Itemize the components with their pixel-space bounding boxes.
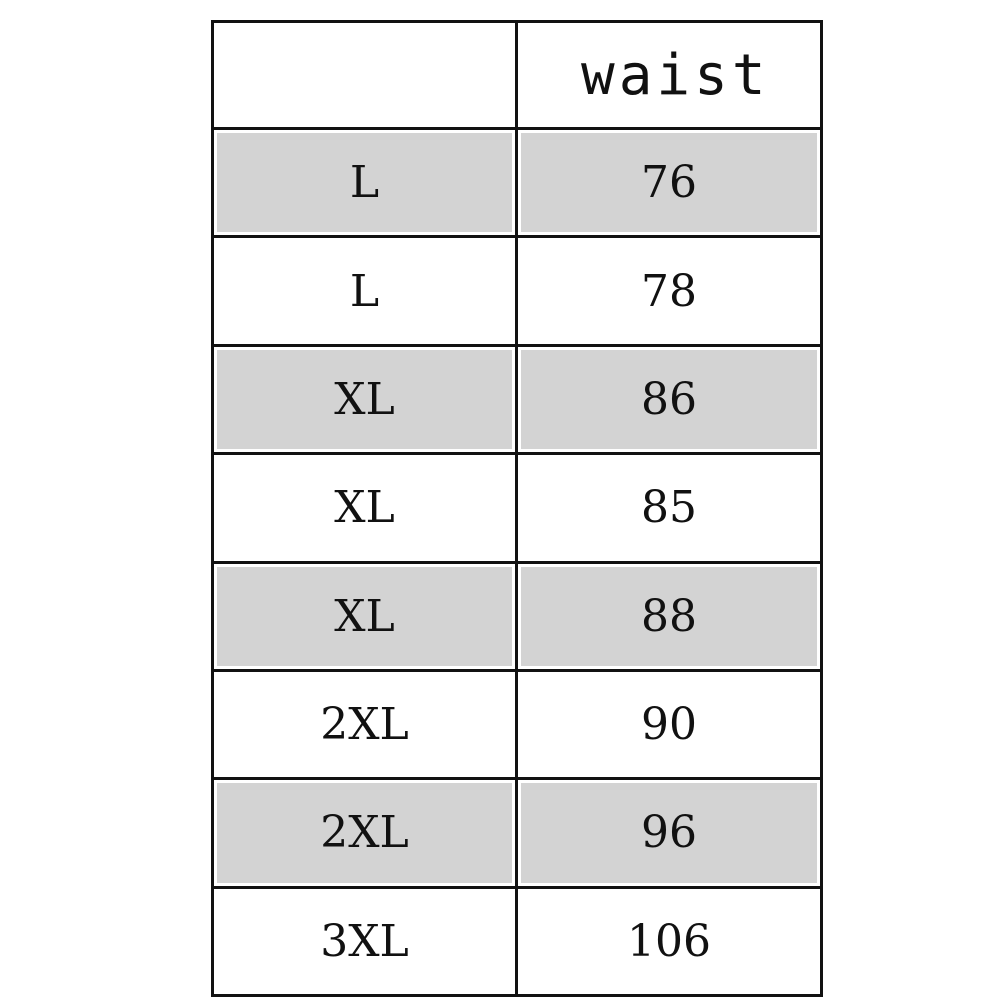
waist-value: 88 bbox=[521, 566, 817, 666]
waist-cell: 86 bbox=[515, 343, 823, 456]
waist-cell: 76 bbox=[515, 126, 823, 239]
size-value: XL bbox=[217, 349, 512, 450]
header-cell-waist: waist bbox=[515, 20, 823, 130]
table-row: 2XL 96 bbox=[211, 777, 823, 889]
header-row: waist bbox=[211, 20, 823, 130]
size-value: L bbox=[217, 133, 512, 233]
waist-cell: 90 bbox=[515, 668, 823, 781]
size-cell: 3XL bbox=[211, 885, 518, 998]
waist-value: 76 bbox=[521, 133, 817, 233]
size-cell: XL bbox=[211, 343, 518, 456]
size-value: L bbox=[349, 265, 380, 317]
size-cell: L bbox=[211, 126, 518, 239]
size-chart-table: waist L 76 L 78 XL 86 XL 85 XL 88 2XL 90 2XL 9… bbox=[211, 20, 823, 998]
table-row: L 78 bbox=[211, 235, 823, 347]
size-value: XL bbox=[217, 566, 512, 666]
waist-cell: 96 bbox=[515, 777, 823, 889]
table-row: 2XL 90 bbox=[211, 668, 823, 781]
table-row: XL 86 bbox=[211, 343, 823, 456]
header-cell-size bbox=[211, 20, 518, 130]
table-row: L 76 bbox=[211, 126, 823, 239]
waist-value: 85 bbox=[641, 482, 697, 534]
size-value: 3XL bbox=[320, 915, 409, 967]
size-cell: XL bbox=[211, 452, 518, 564]
waist-value: 86 bbox=[521, 349, 817, 450]
size-value: XL bbox=[334, 482, 395, 534]
size-cell: 2XL bbox=[211, 777, 518, 889]
table-row: XL 85 bbox=[211, 452, 823, 564]
waist-value: 90 bbox=[641, 699, 697, 751]
table-row: 3XL 106 bbox=[211, 885, 823, 998]
size-cell: 2XL bbox=[211, 668, 518, 781]
size-cell: L bbox=[211, 235, 518, 347]
waist-cell: 88 bbox=[515, 560, 823, 672]
table-row: XL 88 bbox=[211, 560, 823, 672]
size-cell: XL bbox=[211, 560, 518, 672]
waist-cell: 85 bbox=[515, 452, 823, 564]
waist-cell: 78 bbox=[515, 235, 823, 347]
waist-cell: 106 bbox=[515, 885, 823, 998]
waist-value: 96 bbox=[521, 783, 817, 883]
waist-value: 78 bbox=[641, 265, 697, 317]
size-value: 2XL bbox=[320, 699, 409, 751]
waist-value: 106 bbox=[627, 915, 711, 967]
size-value: 2XL bbox=[217, 783, 512, 883]
